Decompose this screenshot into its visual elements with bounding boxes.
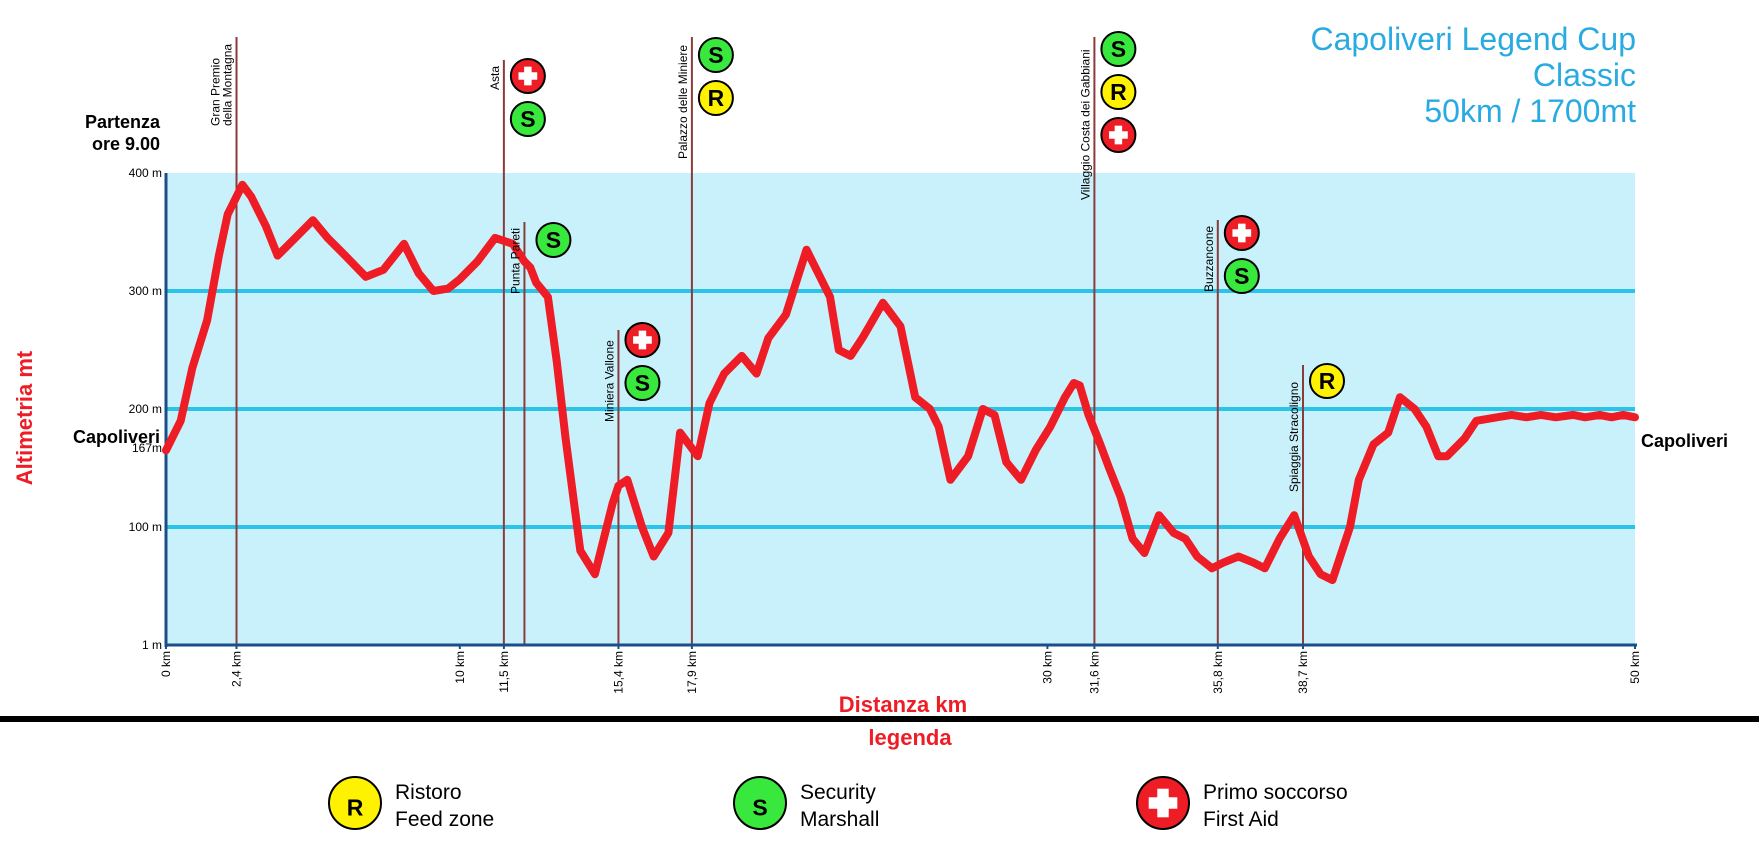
y-axis-title: Altimetria mt: [12, 350, 37, 485]
waypoint-2-badge-0-circle: [535, 222, 572, 258]
waypoint-6-badge-1-circle: [1223, 258, 1260, 294]
waypoint-1-badge-0-cross-v: [524, 66, 532, 86]
legend-title: legenda: [868, 725, 952, 750]
waypoint-4-badge-1-letter: R: [708, 85, 725, 111]
y-tick-label-5: 400 m: [129, 166, 162, 180]
y-tick-label-0: 1 m: [142, 638, 162, 652]
legend-security-line1: Security: [800, 781, 876, 804]
waypoint-5-badge-1-circle: [1100, 74, 1137, 110]
x-tick-label-4: 15,4 km: [611, 651, 625, 694]
waypoint-3-badge-0-cross-v: [638, 330, 647, 350]
x-axis-title: Distanza km: [839, 692, 967, 717]
waypoint-2-badge-0-letter: S: [546, 227, 561, 253]
waypoint-7-badge-0: R: [1309, 363, 1346, 399]
x-tick-label-10: 50 km: [1628, 651, 1642, 684]
y-tick-label-2: 167m: [132, 441, 162, 455]
x-tick-label-3: 11,5 km: [497, 651, 511, 693]
waypoint-1-badge-0: [509, 58, 546, 94]
waypoint-5-badge-1: R: [1100, 74, 1137, 110]
start-town: Capoliveri: [73, 427, 160, 447]
start-label: Partenza: [85, 112, 161, 132]
legend-first_aid-line1: Primo soccorso: [1203, 781, 1348, 804]
waypoint-name-5-0: Villaggio Costa dei Gabbiani: [1078, 49, 1092, 200]
legend-badge-security: S: [733, 776, 787, 830]
waypoint-name-4-0: Palazzo delle Miniere: [676, 45, 690, 159]
elevation-profile-line: [162, 180, 1639, 585]
waypoint-4-badge-0-letter: S: [708, 42, 723, 68]
waypoint-name-6-0: Buzzancone: [1202, 226, 1216, 292]
waypoint-5-badge-2-cross-v: [1114, 125, 1123, 145]
waypoint-3-badge-1-letter: S: [635, 370, 650, 396]
waypoint-5-badge-0-letter: S: [1111, 36, 1126, 62]
waypoint-1-badge-1-letter: S: [520, 106, 535, 132]
profile-layer: [162, 180, 1639, 585]
start-time: ore 9.00: [92, 134, 160, 154]
legend-badge-security-circle: [733, 776, 787, 830]
legend-first_aid-line2: First Aid: [1203, 808, 1279, 831]
waypoint-name-7-0: Spiaggia Stracoligno: [1287, 382, 1301, 492]
waypoint-3-badge-0: [624, 322, 661, 358]
waypoint-name-1-0: Asta: [488, 66, 502, 90]
y-tick-labels: 1 m 100 m 167m 200 m 300 m 400 m: [129, 166, 162, 652]
waypoint-7-badge-0-circle: [1309, 363, 1346, 399]
title-line-2: 50km / 1700mt: [1424, 93, 1636, 129]
x-tick-label-7: 31,6 km: [1087, 651, 1101, 694]
waypoint-5-badge-0-circle: [1100, 31, 1137, 67]
legend-badge-ristoro-circle: [328, 776, 382, 830]
y-tick-label-4: 300 m: [129, 284, 162, 298]
x-tick-label-9: 38,7 km: [1296, 651, 1310, 694]
waypoint-5-badge-0: S: [1100, 31, 1137, 67]
waypoint-7-badge-0-letter: R: [1319, 368, 1336, 394]
waypoint-5-badge-1-letter: R: [1110, 79, 1127, 105]
waypoint-3-badge-1: S: [624, 365, 661, 401]
legend-ristoro-line2: Feed zone: [395, 808, 494, 831]
waypoint-name-2-0: Punta Pareti: [508, 228, 522, 294]
axis-titles: Distanza km Altimetria mt: [12, 350, 967, 717]
waypoint-3-badge-1-circle: [624, 365, 661, 401]
waypoint-2-badge-0: S: [535, 222, 572, 258]
legend-badge-first_aid: [1136, 776, 1190, 830]
x-tick-labels: 0 km 2,4 km 10 km 11,5 km 15,4 km 17,9 km 30 k…: [159, 645, 1642, 694]
separator-bar: [0, 716, 1759, 722]
waypoint-1-badge-1-circle: [509, 101, 546, 137]
waypoint-markers: [235, 37, 1305, 645]
legend: legenda R Ristoro Feed zone S Security Marshal…: [328, 725, 1348, 831]
x-tick-label-2: 10 km: [453, 651, 467, 684]
legend-badge-security-letter: S: [752, 794, 767, 820]
waypoint-4-badge-0: S: [697, 37, 734, 73]
y-tick-label-1: 100 m: [129, 520, 162, 534]
waypoint-4-badge-0-circle: [697, 37, 734, 73]
waypoint-name-0-1: della Montagna: [221, 44, 235, 126]
end-town: Capoliveri: [1641, 431, 1728, 451]
waypoint-1-badge-1: S: [509, 101, 546, 137]
x-tick-label-1: 2,4 km: [230, 651, 244, 687]
waypoint-5-badge-2: [1100, 117, 1137, 153]
x-tick-label-0: 0 km: [159, 651, 173, 677]
waypoint-6-badge-1-letter: S: [1234, 263, 1249, 289]
x-tick-label-5: 17,9 km: [685, 651, 699, 694]
axes: [164, 173, 1637, 647]
title-line-0: Capoliveri Legend Cup: [1310, 21, 1636, 57]
waypoint-6-badge-0-cross-v: [1238, 223, 1246, 243]
legend-security-line2: Marshall: [800, 808, 879, 831]
grid-lines: [166, 289, 1635, 529]
waypoint-4-badge-1-circle: [697, 80, 734, 116]
waypoint-6-badge-1: S: [1223, 258, 1260, 294]
y-tick-label-3: 200 m: [129, 402, 162, 416]
x-tick-label-6: 30 km: [1040, 651, 1054, 684]
waypoint-6-badge-0: [1223, 215, 1260, 251]
x-tick-label-8: 35,8 km: [1211, 651, 1225, 694]
waypoint-name-0-0: Gran Premio: [209, 58, 223, 126]
legend-badge-ristoro-letter: R: [347, 794, 364, 820]
legend-badge-first_aid-cross-v: [1157, 788, 1169, 818]
waypoint-name-3-0: Miniera Vallone: [602, 340, 616, 422]
title-line-1: Classic: [1533, 57, 1636, 93]
legend-badge-ristoro: R: [328, 776, 382, 830]
legend-ristoro-line1: Ristoro: [395, 781, 462, 804]
waypoint-4-badge-1: R: [697, 80, 734, 116]
